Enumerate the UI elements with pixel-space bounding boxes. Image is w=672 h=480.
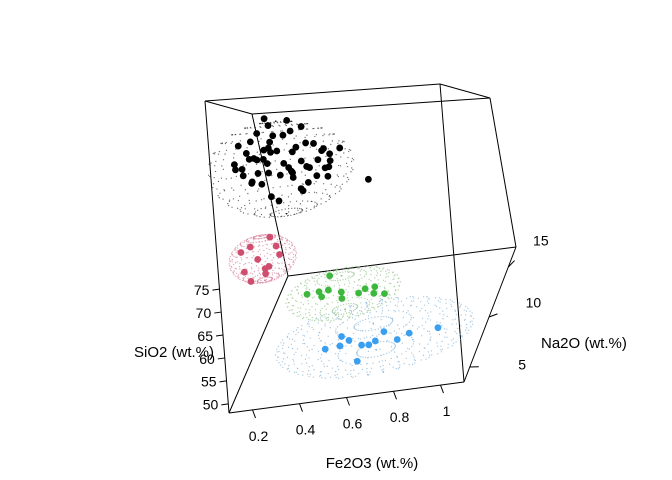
y-axis-title: Na2O (wt.%) (541, 335, 627, 352)
x-axis-title: Fe2O3 (wt.%) (325, 455, 419, 472)
z-axis-title: SiO2 (wt.%) (133, 344, 214, 361)
